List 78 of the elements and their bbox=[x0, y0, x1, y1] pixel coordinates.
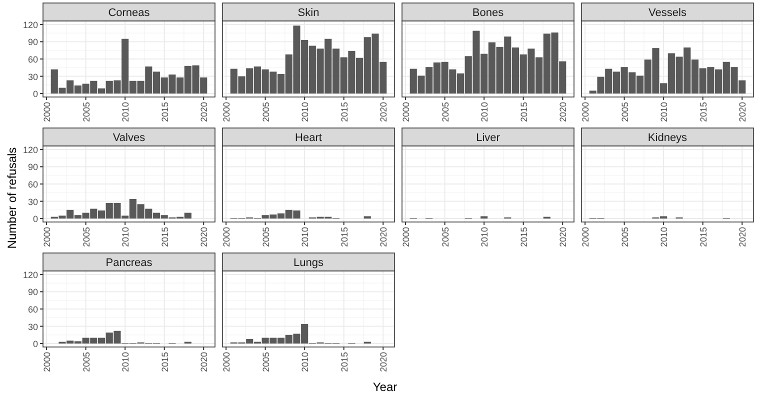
x-tick-label: 2005 bbox=[440, 227, 450, 248]
x-tick-label: 2015 bbox=[160, 352, 170, 372]
x-tick-label: 2010 bbox=[120, 102, 131, 122]
x-tick-label: 2000 bbox=[222, 102, 232, 122]
y-tick-label: 120 bbox=[22, 270, 38, 280]
x-tick-label: 2020 bbox=[199, 352, 210, 372]
x-tick-label: 2005 bbox=[620, 102, 630, 122]
x-tick-label: 2015 bbox=[160, 102, 170, 122]
y-tick-label: 0 bbox=[32, 339, 38, 350]
y-tick-label: 60 bbox=[28, 180, 38, 190]
x-tick-label: 2010 bbox=[480, 102, 490, 122]
x-tick-label: 2000 bbox=[222, 227, 232, 248]
x-tick-label: 2005 bbox=[620, 227, 630, 248]
chart-title: Vessels bbox=[648, 7, 687, 19]
chart-title: Kidneys bbox=[648, 132, 688, 144]
x-tick-label: 2005 bbox=[260, 102, 271, 122]
chart-title: Corneas bbox=[108, 7, 150, 19]
chart-title: Pancreas bbox=[106, 257, 153, 269]
y-tick-label: 0 bbox=[32, 89, 38, 100]
x-tick-label: 2000 bbox=[580, 227, 591, 248]
x-tick-label: 2005 bbox=[440, 102, 450, 122]
x-tick-label: 2020 bbox=[378, 227, 389, 248]
x-tick-label: 2000 bbox=[580, 102, 591, 122]
x-tick-label: 2010 bbox=[659, 227, 670, 248]
x-tick-label: 2000 bbox=[401, 102, 412, 122]
x-tick-label: 2015 bbox=[339, 227, 350, 248]
y-tick-label: 90 bbox=[28, 287, 38, 298]
chart-title: Liver bbox=[476, 132, 500, 144]
chart-title: Valves bbox=[112, 132, 146, 144]
chart-title: Skin bbox=[298, 7, 320, 19]
x-tick-label: 2020 bbox=[199, 227, 210, 248]
x-tick-label: 2015 bbox=[339, 102, 350, 122]
x-tick-label: 2000 bbox=[401, 227, 412, 248]
x-tick-label: 2020 bbox=[738, 227, 748, 248]
x-tick-label: 2010 bbox=[300, 227, 310, 248]
x-tick-label: 2020 bbox=[558, 102, 568, 122]
x-tick-label: 2015 bbox=[698, 102, 708, 122]
x-tick-label: 2015 bbox=[518, 227, 529, 248]
y-axis-title: Number of refusals bbox=[5, 147, 19, 249]
x-tick-label: 2015 bbox=[160, 227, 170, 248]
x-tick-label: 2005 bbox=[81, 227, 92, 248]
x-tick-label: 2005 bbox=[81, 102, 92, 122]
x-tick-label: 2000 bbox=[42, 227, 52, 248]
x-tick-label: 2015 bbox=[518, 102, 529, 122]
x-tick-label: 2000 bbox=[222, 352, 232, 372]
y-tick-label: 90 bbox=[28, 162, 38, 172]
x-tick-label: 2020 bbox=[378, 102, 389, 122]
x-tick-label: 2020 bbox=[199, 102, 210, 122]
x-tick-label: 2010 bbox=[120, 227, 131, 248]
x-tick-label: 2010 bbox=[480, 227, 490, 248]
y-tick-label: 60 bbox=[28, 54, 38, 64]
x-tick-label: 2020 bbox=[378, 352, 389, 372]
chart-title: Bones bbox=[472, 7, 504, 19]
chart-title: Heart bbox=[295, 132, 322, 144]
x-tick-label: 2010 bbox=[300, 102, 310, 122]
x-tick-label: 2010 bbox=[300, 352, 310, 372]
y-tick-label: 30 bbox=[28, 196, 38, 207]
x-tick-label: 2005 bbox=[260, 352, 271, 372]
chart-title: Lungs bbox=[294, 257, 324, 269]
x-tick-label: 2015 bbox=[698, 227, 708, 248]
y-tick-label: 90 bbox=[28, 37, 38, 48]
x-tick-label: 2000 bbox=[42, 352, 52, 372]
x-tick-label: 2020 bbox=[558, 227, 568, 248]
y-tick-label: 60 bbox=[28, 304, 38, 314]
x-axis-title: Year bbox=[372, 380, 398, 394]
x-tick-label: 2010 bbox=[120, 352, 131, 372]
bar bbox=[364, 216, 371, 219]
x-tick-label: 2005 bbox=[81, 352, 92, 372]
y-tick-label: 30 bbox=[28, 72, 38, 82]
x-tick-label: 2020 bbox=[738, 102, 748, 122]
y-tick-label: 120 bbox=[22, 144, 38, 155]
x-tick-label: 2015 bbox=[339, 352, 350, 372]
y-tick-label: 120 bbox=[22, 20, 38, 30]
x-tick-label: 2005 bbox=[260, 227, 271, 248]
x-tick-label: 2010 bbox=[659, 102, 670, 122]
x-tick-label: 2000 bbox=[42, 102, 52, 122]
y-tick-label: 30 bbox=[28, 322, 38, 332]
y-tick-label: 0 bbox=[32, 214, 38, 224]
